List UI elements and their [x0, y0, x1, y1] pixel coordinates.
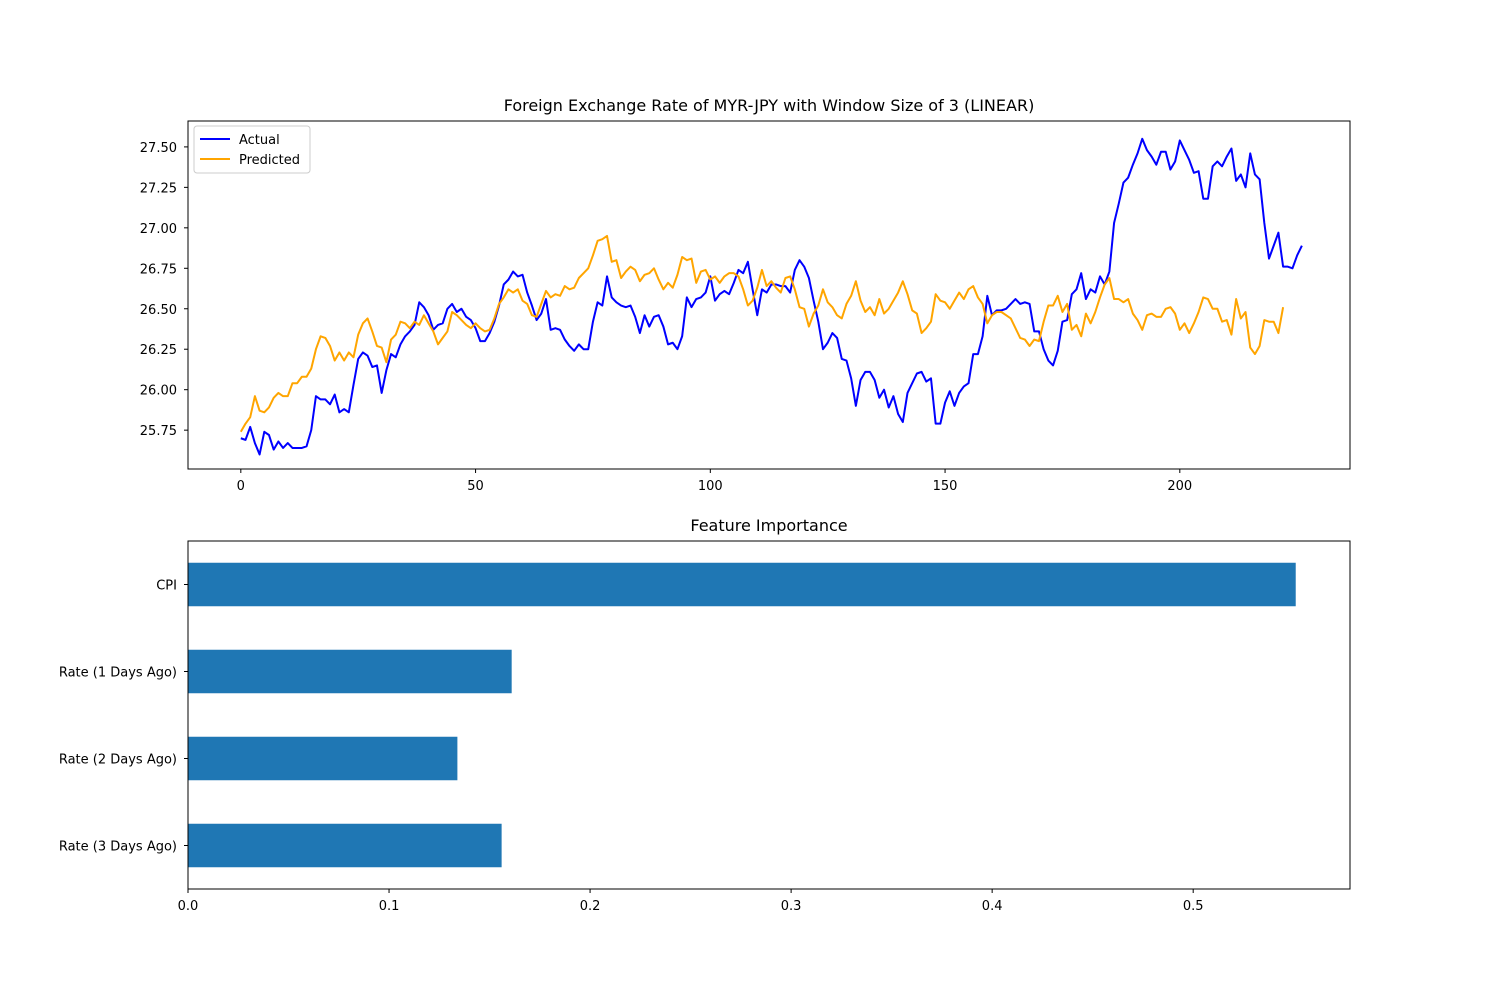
bar-chart-bars	[188, 562, 1296, 868]
bar-chart-x-tick-label: 0.3	[781, 899, 802, 914]
line-chart-x-tick-label: 50	[467, 479, 484, 494]
bar-chart-x-ticks: 0.0 0.1 0.2 0.3 0.4 0.5	[178, 889, 1204, 914]
line-chart-title: Foreign Exchange Rate of MYR-JPY with Wi…	[504, 96, 1035, 115]
line-chart-y-ticks: 25.75 26.00 26.25 26.50 26.75 27.00 27.25 27.50	[140, 141, 188, 439]
bar-chart-category-label: Rate (3 Days Ago)	[59, 840, 177, 855]
legend-label-actual: Actual	[239, 133, 280, 148]
line-chart-x-tick-label: 100	[698, 479, 723, 494]
line-chart-x-ticks: 0 50 100 150 200	[237, 469, 1192, 494]
line-chart-y-tick-label: 27.25	[140, 181, 177, 196]
series-line-actual	[240, 137, 1303, 456]
bar-rate-3-days-ago	[188, 823, 502, 868]
bar-chart-x-tick-label: 0.4	[982, 899, 1003, 914]
line-chart: Foreign Exchange Rate of MYR-JPY with Wi…	[140, 96, 1351, 494]
bar-chart-x-tick-label: 0.0	[178, 899, 199, 914]
bar-rate-1-days-ago	[188, 649, 512, 694]
line-chart-series	[239, 137, 1303, 456]
bar-chart-category-label: Rate (1 Days Ago)	[59, 666, 177, 681]
line-chart-y-tick-label: 27.50	[140, 141, 177, 156]
bar-chart-y-ticks: CPI Rate (1 Days Ago) Rate (2 Days Ago) Rat…	[59, 579, 188, 855]
line-chart-y-tick-label: 26.50	[140, 303, 177, 318]
line-chart-y-tick-label: 27.00	[140, 222, 177, 237]
bar-chart-x-tick-label: 0.5	[1183, 899, 1204, 914]
bar-chart: Feature Importance 0.0 0.1 0.2 0.3 0.4 0.5 CP…	[59, 516, 1351, 914]
legend: Actual Predicted	[193, 125, 311, 174]
bar-cpi	[188, 562, 1296, 607]
bar-chart-frame	[187, 540, 1351, 890]
line-chart-y-tick-label: 26.75	[140, 262, 177, 277]
line-chart-x-tick-label: 200	[1167, 479, 1192, 494]
line-chart-frame	[187, 120, 1351, 470]
line-chart-y-tick-label: 25.75	[140, 424, 177, 439]
legend-label-predicted: Predicted	[239, 153, 300, 168]
line-chart-x-tick-label: 150	[933, 479, 958, 494]
bar-chart-category-label: CPI	[156, 579, 177, 594]
bar-chart-x-tick-label: 0.1	[379, 899, 400, 914]
series-line-predicted	[239, 234, 1285, 433]
line-chart-x-tick-label: 0	[237, 479, 245, 494]
line-chart-y-tick-label: 26.25	[140, 343, 177, 358]
bar-rate-2-days-ago	[188, 736, 458, 781]
legend-box	[193, 125, 311, 174]
line-chart-y-tick-label: 26.00	[140, 384, 177, 399]
bar-chart-x-tick-label: 0.2	[580, 899, 601, 914]
bar-chart-category-label: Rate (2 Days Ago)	[59, 753, 177, 768]
bar-chart-title: Feature Importance	[690, 516, 847, 535]
